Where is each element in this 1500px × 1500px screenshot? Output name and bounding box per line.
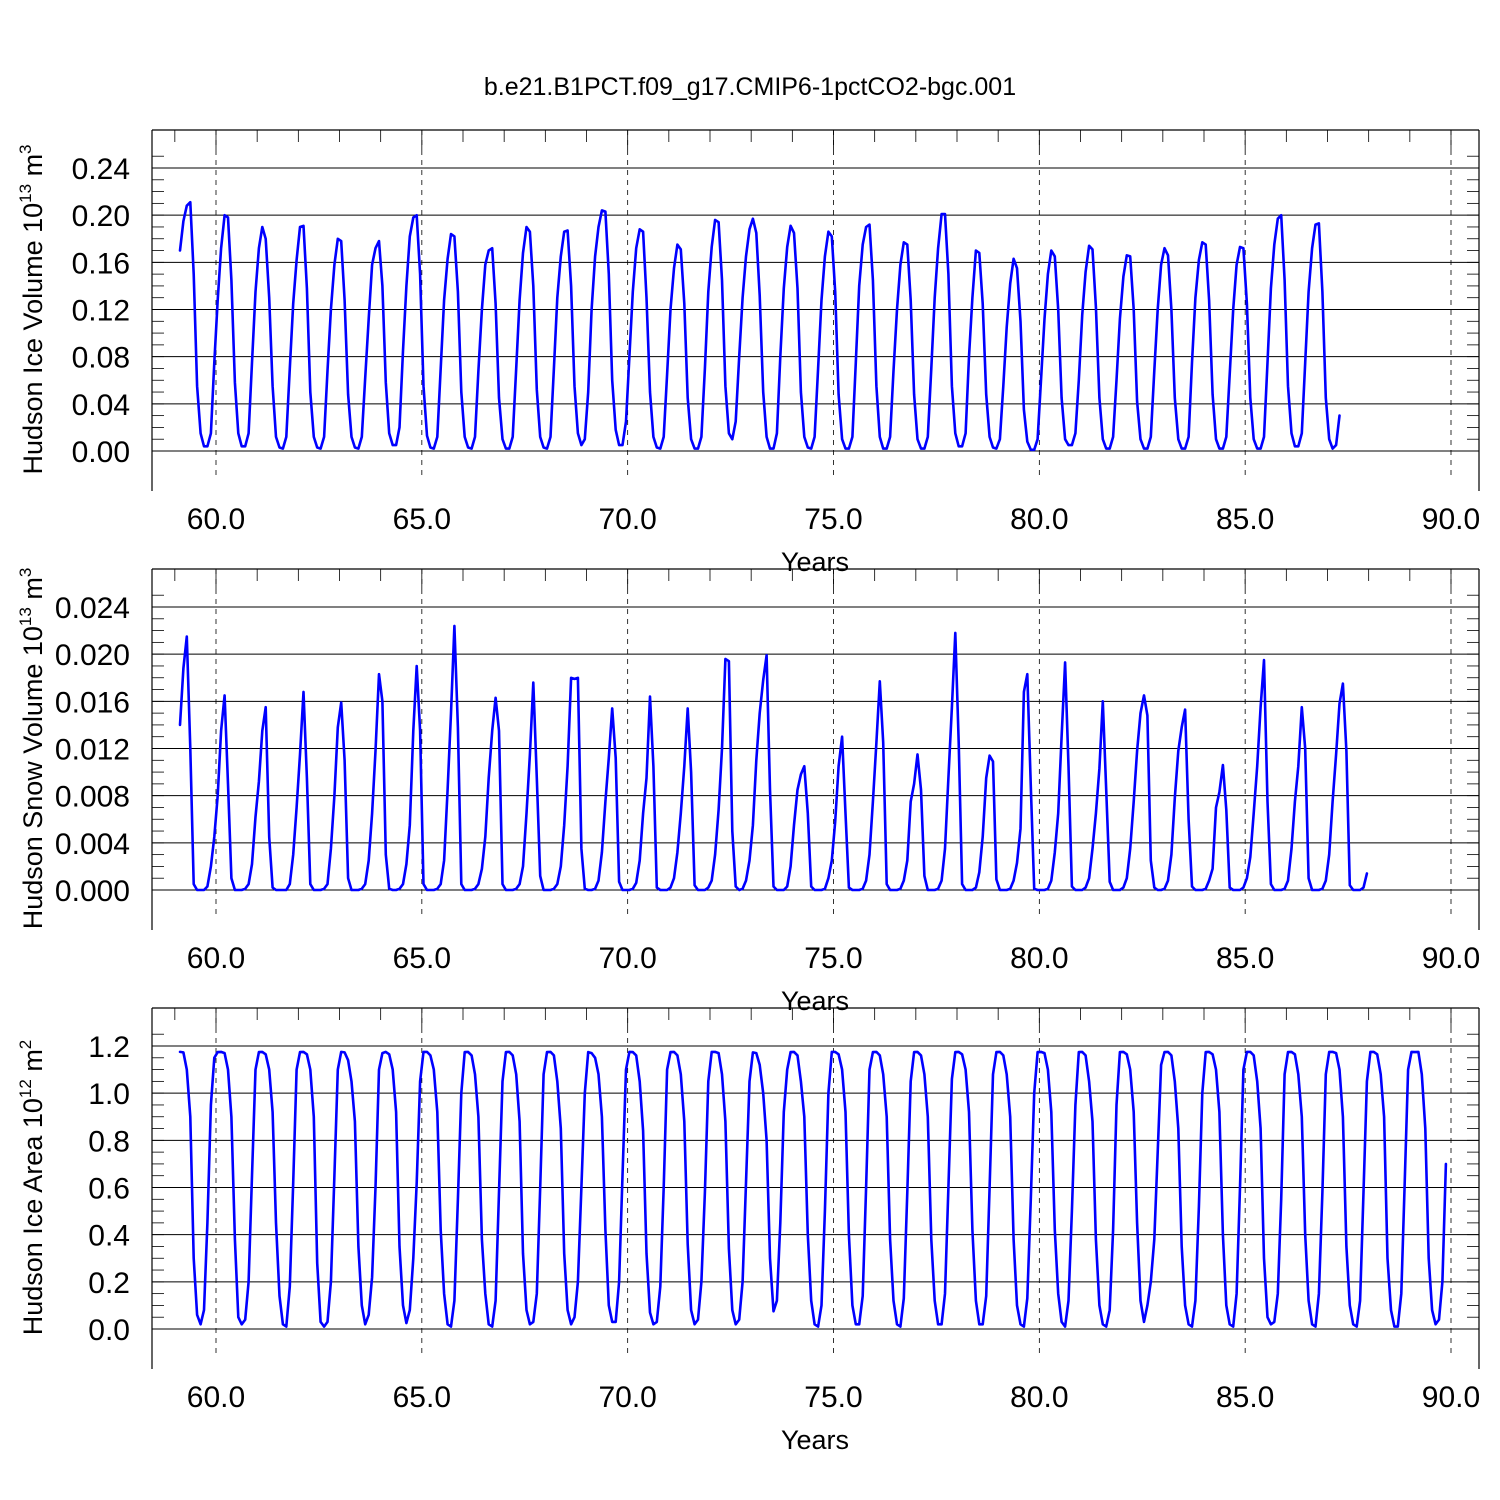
y-tick-label: 0.008 <box>55 781 130 814</box>
x-tick-label: 70.0 <box>598 1381 656 1414</box>
y-tick-label: 0.04 <box>72 389 130 422</box>
y-tick-label: 0.24 <box>72 153 130 186</box>
x-tick-label: 80.0 <box>1010 942 1068 975</box>
y-tick-label: 0.020 <box>55 639 130 672</box>
y-tick-label: 0.08 <box>72 342 130 375</box>
x-tick-label: 80.0 <box>1010 503 1068 536</box>
y-axis-label: Hudson Ice Volume 1013 m3 <box>16 144 48 474</box>
x-tick-label: 60.0 <box>187 503 245 536</box>
x-tick-label: 90.0 <box>1422 503 1480 536</box>
y-tick-label: 0.0 <box>88 1314 130 1347</box>
y-tick-label: 0.8 <box>88 1125 130 1158</box>
panel-2: 0.000 0.004 0.008 0.012 0.016 0.020 0.024 60.0 6… <box>16 568 1480 1016</box>
y-tick-label: 0.2 <box>88 1267 130 1300</box>
y-tick-label: 0.6 <box>88 1173 130 1206</box>
x-tick-label: 60.0 <box>187 1381 245 1414</box>
y-tick-label: 0.000 <box>55 875 130 908</box>
x-tick-label: 75.0 <box>804 1381 862 1414</box>
x-tick-label: 85.0 <box>1216 1381 1274 1414</box>
y-tick-label: 0.20 <box>72 200 130 233</box>
y-tick-label: 0.12 <box>72 295 130 328</box>
x-tick-label: 70.0 <box>598 503 656 536</box>
series-line <box>178 200 1341 452</box>
x-tick-label: 60.0 <box>187 942 245 975</box>
x-tick-label: 90.0 <box>1422 942 1480 975</box>
x-tick-label: 80.0 <box>1010 1381 1068 1414</box>
chart-title: b.e21.B1PCT.f09_g17.CMIP6-1pctCO2-bgc.00… <box>484 73 1016 101</box>
x-tick-label: 85.0 <box>1216 503 1274 536</box>
x-axis-label: Years <box>781 986 849 1016</box>
y-tick-label: 1.0 <box>88 1078 130 1111</box>
panels: 0.00 0.04 0.08 0.12 0.16 0.20 0.24 60.0 65.0 70.0… <box>16 129 1480 1455</box>
x-tick-label: 65.0 <box>393 503 451 536</box>
series-line <box>178 1050 1448 1328</box>
x-tick-label: 75.0 <box>804 942 862 975</box>
series-line <box>178 624 1369 892</box>
x-axis-label: Years <box>781 547 849 577</box>
y-tick-label: 0.16 <box>72 247 130 280</box>
x-tick-label: 75.0 <box>804 503 862 536</box>
x-tick-label: 65.0 <box>393 1381 451 1414</box>
y-tick-label: 0.00 <box>72 436 130 469</box>
y-tick-label: 0.012 <box>55 734 130 767</box>
y-axis-label: Hudson Ice Area 1012 m2 <box>16 1040 48 1336</box>
y-tick-label: 0.024 <box>55 592 130 625</box>
x-tick-label: 70.0 <box>598 942 656 975</box>
y-tick-label: 0.004 <box>55 828 130 861</box>
panel-1: 0.00 0.04 0.08 0.12 0.16 0.20 0.24 60.0 65.0 70.0… <box>16 129 1480 577</box>
y-axis-label: Hudson Snow Volume 1013 m3 <box>16 568 48 930</box>
x-tick-label: 90.0 <box>1422 1381 1480 1414</box>
y-tick-label: 0.4 <box>88 1220 130 1253</box>
y-tick-label: 0.016 <box>55 686 130 719</box>
panel-3: 0.0 0.2 0.4 0.6 0.8 1.0 1.2 60.0 65.0 70.0 75.0 80.… <box>16 1007 1480 1455</box>
x-tick-label: 65.0 <box>393 942 451 975</box>
x-tick-label: 85.0 <box>1216 942 1274 975</box>
y-tick-label: 1.2 <box>88 1031 130 1064</box>
x-axis-label: Years <box>781 1425 849 1455</box>
